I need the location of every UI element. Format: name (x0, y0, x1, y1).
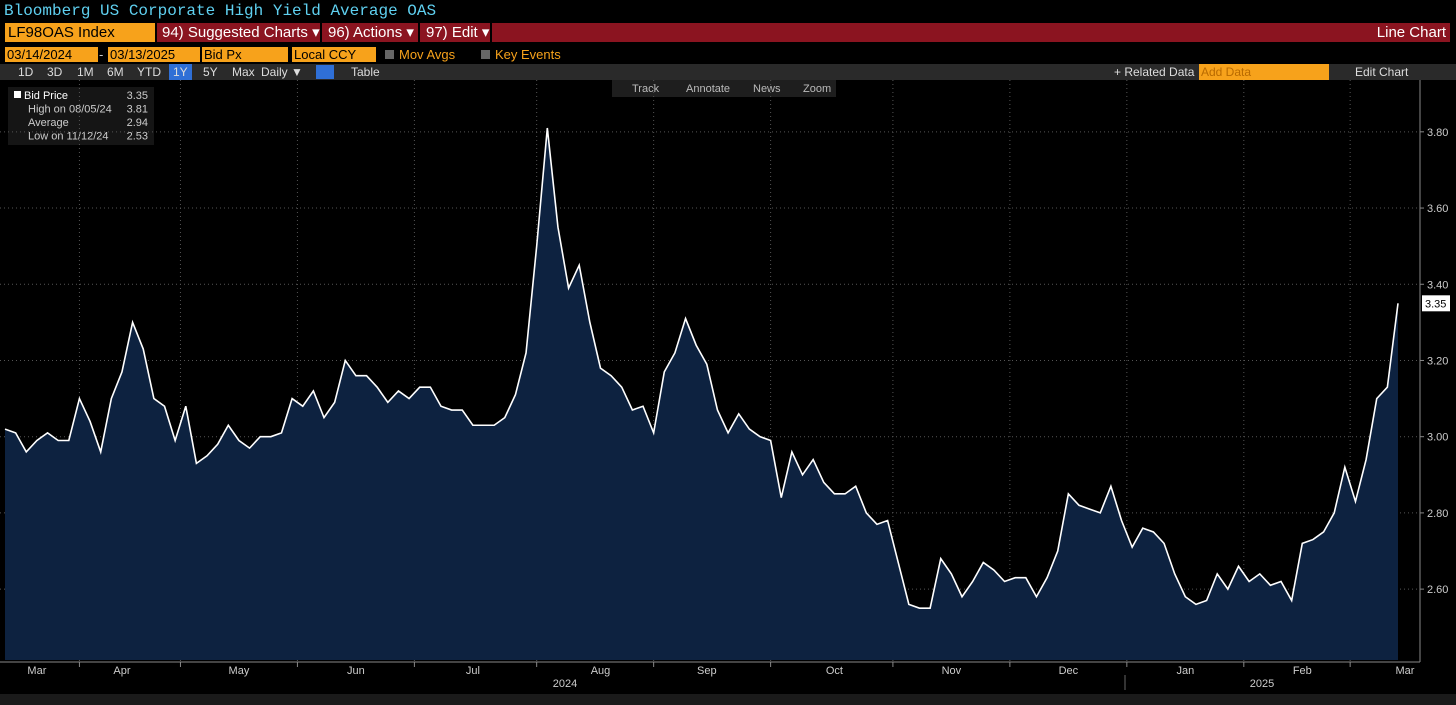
area (5, 128, 1398, 661)
x-tick-label: Mar (1396, 665, 1415, 677)
chart-type[interactable]: Line Chart (1376, 24, 1446, 41)
y-tick-label: 3.00 (1427, 432, 1448, 444)
legend-label: Average (28, 117, 69, 129)
related-data[interactable]: + Related Data (1114, 65, 1195, 79)
x-tick-label: Nov (942, 665, 962, 677)
date-separator: - (99, 47, 104, 62)
x-tick-label: Jan (1176, 665, 1194, 677)
currency[interactable]: Local CCY (292, 47, 376, 62)
last-value-tag (1422, 295, 1450, 312)
legend-label: Low on 11/12/24 (28, 131, 109, 143)
status-bar (0, 694, 1456, 705)
range-button[interactable]: 6M (107, 65, 124, 79)
y-tick-label: 2.80 (1427, 508, 1448, 520)
x-tick-label: May (229, 665, 250, 677)
edit-chart[interactable]: Edit Chart (1355, 65, 1409, 79)
legend-label: Bid Price (24, 90, 68, 102)
chart-tool: Zoom (803, 83, 831, 95)
legend-label: High on 08/05/24 (28, 104, 112, 116)
range-button[interactable]: 1M (77, 65, 94, 79)
add-data[interactable]: Add Data (1199, 64, 1329, 80)
chart-toolbar (612, 80, 836, 97)
x-tick-label: Feb (1293, 665, 1312, 677)
legend-value: 2.94 (127, 117, 148, 129)
range-button[interactable]: 1D (18, 65, 34, 79)
x-tick-label: Dec (1059, 665, 1079, 677)
separator (490, 23, 492, 42)
ticker-field[interactable]: LF98OAS Index (5, 23, 155, 42)
y-tick-label: 3.60 (1427, 203, 1448, 215)
toolbar (0, 64, 1456, 80)
legend-swatch (14, 91, 21, 98)
separator (320, 23, 322, 42)
start-date[interactable]: 03/14/2024 (5, 47, 98, 62)
chart: Track Annotate News Zoom Bid Price 3.35 High o… (0, 80, 1456, 705)
checkbox[interactable] (481, 50, 490, 59)
chart-tool: Annotate (686, 83, 730, 95)
legend-value: 3.81 (127, 104, 148, 116)
y-tick-label: 2.60 (1427, 584, 1448, 596)
y-tick-label: 3.80 (1427, 127, 1448, 139)
menu-bar (157, 23, 1450, 42)
range-button[interactable]: 5Y (203, 65, 218, 79)
range-button[interactable]: Max (232, 65, 255, 79)
field[interactable]: Bid Px (202, 47, 288, 62)
x-tick-label: Jun (347, 665, 365, 677)
mov-avgs[interactable]: Mov Avgs (399, 47, 456, 62)
x-tick-label: Aug (591, 665, 611, 677)
year-label: 2025 (1250, 678, 1274, 690)
range-button[interactable]: 3D (47, 65, 63, 79)
separator (418, 23, 420, 42)
chart-icon[interactable] (316, 65, 334, 79)
window-title: Bloomberg US Corporate High Yield Averag… (4, 2, 437, 20)
key-events[interactable]: Key Events (495, 47, 561, 62)
checkbox[interactable] (385, 50, 394, 59)
x-tick-label: Oct (826, 665, 843, 677)
legend-box (8, 87, 154, 145)
y-tick-label: 3.40 (1427, 279, 1448, 291)
end-date[interactable]: 03/13/2025 (108, 47, 200, 62)
table-button[interactable]: Table (351, 65, 380, 79)
menu-button[interactable]: 96) Actions ▾ (328, 24, 414, 41)
x-tick-label: Jul (466, 665, 480, 677)
legend-value: 2.53 (127, 131, 148, 143)
chart-tool: Track (632, 83, 660, 95)
chart-tool: News (753, 83, 781, 95)
range-button[interactable]: 1Y (169, 64, 192, 80)
x-tick-label: Mar (27, 665, 46, 677)
menu-button[interactable]: 94) Suggested Charts ▾ (162, 24, 320, 41)
x-tick-label: Apr (113, 665, 130, 677)
x-tick-label: Sep (697, 665, 717, 677)
frequency[interactable]: Daily ▼ (261, 65, 303, 79)
year-label: 2024 (553, 678, 577, 690)
legend-value: 3.35 (127, 90, 148, 102)
last-value-label: 3.35 (1425, 298, 1446, 310)
menu-button[interactable]: 97) Edit ▾ (426, 24, 490, 41)
range-button[interactable]: YTD (137, 65, 161, 79)
y-tick-label: 3.20 (1427, 355, 1448, 367)
line (4, 127, 1399, 609)
